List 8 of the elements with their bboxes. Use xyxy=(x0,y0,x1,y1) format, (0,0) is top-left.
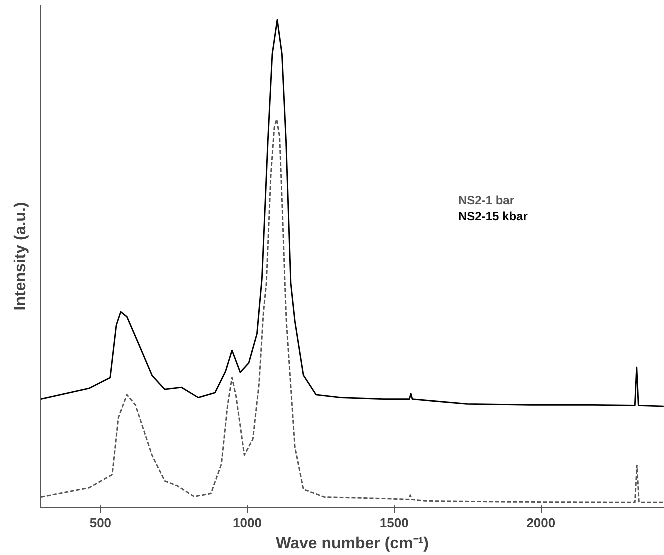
text: NS2-15 kbar xyxy=(458,210,528,224)
x-tick-label: 500 xyxy=(90,516,112,530)
x-tick-label: 1500 xyxy=(380,516,409,530)
x-axis-title: Wave number (cm⁻¹) xyxy=(276,536,429,552)
text: NS2-1 bar xyxy=(458,194,515,208)
y-axis-title: Intensity (a.u.) xyxy=(12,202,30,311)
x-tick-label: 1000 xyxy=(233,516,262,530)
x-tick-label: 2000 xyxy=(526,516,556,530)
